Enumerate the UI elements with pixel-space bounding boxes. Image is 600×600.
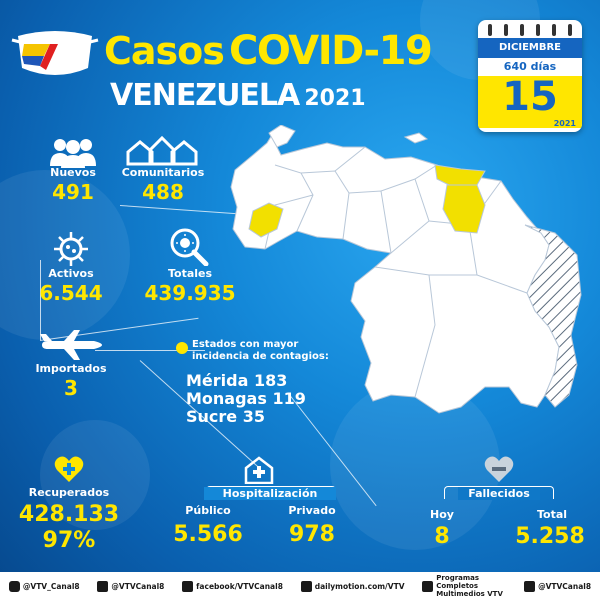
incidence-bullet-icon [176, 342, 188, 354]
totales-value: 439.935 [144, 281, 236, 305]
map-state-monagas [442, 184, 486, 234]
recuperados-label: Recuperados [28, 486, 110, 499]
houses-icon [126, 136, 198, 166]
venezuela-map [230, 125, 582, 414]
fallecidos-hoy-value: 8 [434, 524, 450, 549]
subtitle-row: VENEZUELA 2021 [110, 78, 366, 113]
airplane-icon [40, 330, 102, 360]
recuperados-value: 428.133 [18, 502, 120, 527]
footer-text: @VTV_Canal8 [22, 581, 80, 591]
incidence-state: Sucre 35 [186, 407, 265, 426]
map-state-merida [248, 202, 284, 238]
fallecidos-title: Fallecidos [458, 487, 540, 500]
footer-text: facebook/VTVCanal8 [196, 581, 283, 591]
calendar-year: 2021 [553, 119, 576, 128]
nuevos-label: Nuevos [50, 166, 96, 179]
calendar-day: 15 [502, 74, 558, 120]
comunitarios-value: 488 [142, 180, 184, 204]
calendar: DICIEMBRE 640 días 15 2021 [478, 20, 582, 132]
footer-text: @VTVCanal8 [538, 581, 592, 591]
hospital-publico-value: 5.566 [173, 522, 243, 547]
incidence-title: Estados con mayor incidencia de contagio… [192, 339, 329, 363]
fallecidos-total-value: 5.258 [515, 524, 585, 549]
virus-decoration [0, 170, 130, 340]
footer-text: dailymotion.com/VTV [314, 581, 405, 591]
connector-line [95, 350, 205, 351]
calendar-rings-icon [488, 24, 572, 36]
incidence-title-line1: Estados con mayor [192, 339, 299, 350]
connector-line [40, 260, 41, 340]
footer-text: @VTVCanal8 [111, 581, 165, 591]
map-esequibo-zone [524, 224, 582, 408]
people-icon [50, 139, 96, 168]
importados-value: 3 [64, 376, 78, 400]
totales-label: Totales [167, 267, 213, 280]
title-covid: COVID-19 [228, 28, 433, 74]
title-year: 2021 [304, 86, 366, 111]
activos-value: 6.544 [39, 281, 103, 305]
incidence-state: Mérida 183 [186, 371, 288, 390]
incidence-state: Monagas 119 [186, 389, 306, 408]
incidence-list: Mérida 183 Monagas 119 Sucre 35 [186, 372, 306, 426]
social-footer: @VTV_Canal8 @VTVCanal8 facebook/VTVCanal… [0, 572, 600, 600]
footer-youtube[interactable]: Programas Completos Multimedios VTV [422, 574, 506, 598]
footer-twitter[interactable]: @VTVCanal8 [97, 580, 165, 592]
fallecidos-bracket [444, 486, 554, 499]
facebook-icon [182, 580, 194, 592]
hospital-privado-label: Privado [288, 504, 336, 517]
calendar-days: 640 días [503, 60, 557, 73]
youtube-icon [422, 580, 434, 592]
incidence-title-line2: incidencia de contagios: [192, 351, 329, 362]
footer-text: Programas Completos Multimedios VTV [436, 574, 503, 598]
vtv-mask-logo-icon [11, 31, 99, 75]
title-casos: Casos [104, 29, 225, 73]
magnifier-virus-icon [170, 228, 209, 266]
virus-icon [54, 232, 88, 266]
comunitarios-label: Comunitarios [121, 166, 205, 179]
virus-decoration [330, 380, 500, 550]
fallecidos-hoy-label: Hoy [430, 508, 454, 521]
title-row: Casos COVID-19 [104, 28, 433, 74]
twitter-icon [97, 580, 109, 592]
hospital-publico-label: Público [185, 504, 231, 517]
activos-label: Activos [48, 267, 94, 280]
fallecidos-total-label: Total [536, 508, 568, 521]
recuperados-percent: 97% [42, 528, 96, 553]
hospital-title: Hospitalización [204, 487, 336, 500]
heart-plus-icon [54, 456, 84, 482]
virus-decoration [40, 420, 150, 530]
map-margarita [403, 132, 429, 144]
calendar-month: DICIEMBRE [478, 38, 582, 58]
map-state-sucre [434, 164, 486, 186]
footer-instagram[interactable]: @VTV_Canal8 [8, 580, 80, 592]
nuevos-value: 491 [52, 180, 94, 204]
dailymotion-icon [300, 580, 312, 592]
importados-label: Importados [35, 362, 107, 375]
title-country: VENEZUELA [110, 78, 300, 113]
hospital-privado-value: 978 [289, 522, 335, 547]
tiktok-icon [524, 580, 536, 592]
footer-dailymotion[interactable]: dailymotion.com/VTV [300, 580, 405, 592]
footer-tiktok[interactable]: @VTVCanal8 [524, 580, 592, 592]
heart-minus-icon [484, 456, 514, 482]
map-mainland [230, 129, 560, 414]
hospital-icon [244, 456, 274, 484]
footer-facebook[interactable]: facebook/VTVCanal8 [182, 580, 283, 592]
instagram-icon [8, 580, 20, 592]
